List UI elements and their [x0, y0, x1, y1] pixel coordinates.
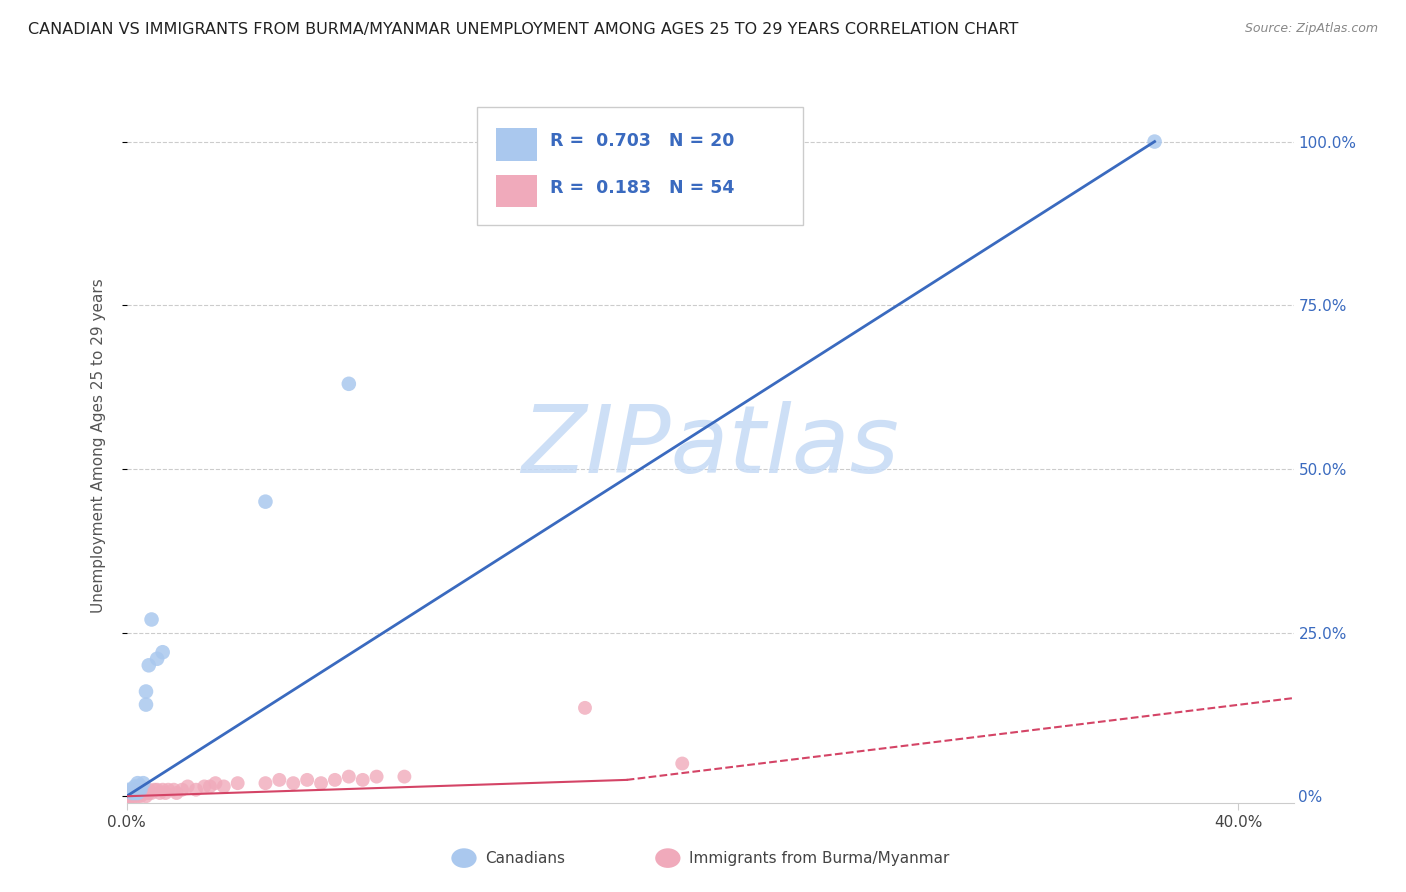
Text: Canadians: Canadians — [485, 851, 565, 865]
Point — [176, 780, 198, 794]
Point — [132, 786, 155, 800]
Point — [120, 789, 142, 804]
Point — [124, 786, 146, 800]
Point — [118, 789, 141, 804]
Point — [118, 786, 141, 800]
Point — [129, 786, 152, 800]
Point — [132, 782, 155, 797]
Point — [117, 789, 139, 804]
Text: Source: ZipAtlas.com: Source: ZipAtlas.com — [1244, 22, 1378, 36]
Text: Immigrants from Burma/Myanmar: Immigrants from Burma/Myanmar — [689, 851, 949, 865]
Text: CANADIAN VS IMMIGRANTS FROM BURMA/MYANMAR UNEMPLOYMENT AMONG AGES 25 TO 29 YEARS: CANADIAN VS IMMIGRANTS FROM BURMA/MYANMA… — [28, 22, 1018, 37]
Point — [283, 776, 305, 790]
Point — [352, 772, 374, 787]
Point — [574, 701, 596, 715]
Point — [121, 789, 143, 804]
Point — [146, 652, 169, 666]
Point — [198, 780, 221, 794]
Point — [141, 612, 163, 626]
Point — [671, 756, 693, 771]
Bar — [496, 175, 537, 207]
Text: ZIPatlas: ZIPatlas — [522, 401, 898, 491]
Point — [226, 776, 249, 790]
Point — [124, 782, 146, 797]
Point — [309, 776, 332, 790]
Point — [138, 658, 160, 673]
Y-axis label: Unemployment Among Ages 25 to 29 years: Unemployment Among Ages 25 to 29 years — [91, 278, 105, 614]
Point — [135, 684, 157, 698]
Point — [157, 782, 180, 797]
Point — [124, 780, 146, 794]
Point — [172, 782, 194, 797]
Point — [118, 782, 141, 797]
Point — [146, 782, 169, 797]
Point — [127, 789, 149, 804]
Point — [143, 782, 166, 797]
Point — [127, 776, 149, 790]
Point — [138, 782, 160, 797]
Point — [124, 782, 146, 797]
Point — [121, 782, 143, 797]
Point — [127, 786, 149, 800]
Point — [124, 786, 146, 800]
Point — [135, 789, 157, 804]
Point — [118, 786, 141, 800]
Point — [152, 782, 174, 797]
Point — [394, 770, 416, 784]
Point — [129, 789, 152, 804]
Point — [184, 782, 207, 797]
Point — [124, 786, 146, 800]
Point — [129, 780, 152, 794]
Point — [204, 776, 226, 790]
Point — [323, 772, 346, 787]
Point — [166, 786, 188, 800]
Point — [141, 786, 163, 800]
Point — [155, 786, 177, 800]
Point — [254, 776, 277, 790]
Point — [366, 770, 388, 784]
Point — [337, 770, 360, 784]
Point — [254, 494, 277, 508]
Point — [121, 786, 143, 800]
Point — [127, 786, 149, 800]
Point — [121, 789, 143, 804]
Point — [152, 645, 174, 659]
Point — [129, 782, 152, 797]
Point — [118, 789, 141, 804]
Point — [135, 698, 157, 712]
Text: R =  0.703   N = 20: R = 0.703 N = 20 — [550, 132, 734, 150]
Point — [212, 780, 235, 794]
Bar — [496, 128, 537, 161]
Point — [149, 786, 172, 800]
Point — [295, 772, 318, 787]
Point — [135, 786, 157, 800]
Point — [1143, 135, 1166, 149]
FancyBboxPatch shape — [477, 107, 803, 225]
Point — [337, 376, 360, 391]
Point — [124, 789, 146, 804]
Text: R =  0.183   N = 54: R = 0.183 N = 54 — [550, 178, 734, 196]
Point — [163, 782, 186, 797]
Point — [138, 786, 160, 800]
Point — [269, 772, 291, 787]
Point — [193, 780, 215, 794]
Point — [127, 782, 149, 797]
Point — [132, 776, 155, 790]
Point — [121, 786, 143, 800]
Point — [129, 782, 152, 797]
